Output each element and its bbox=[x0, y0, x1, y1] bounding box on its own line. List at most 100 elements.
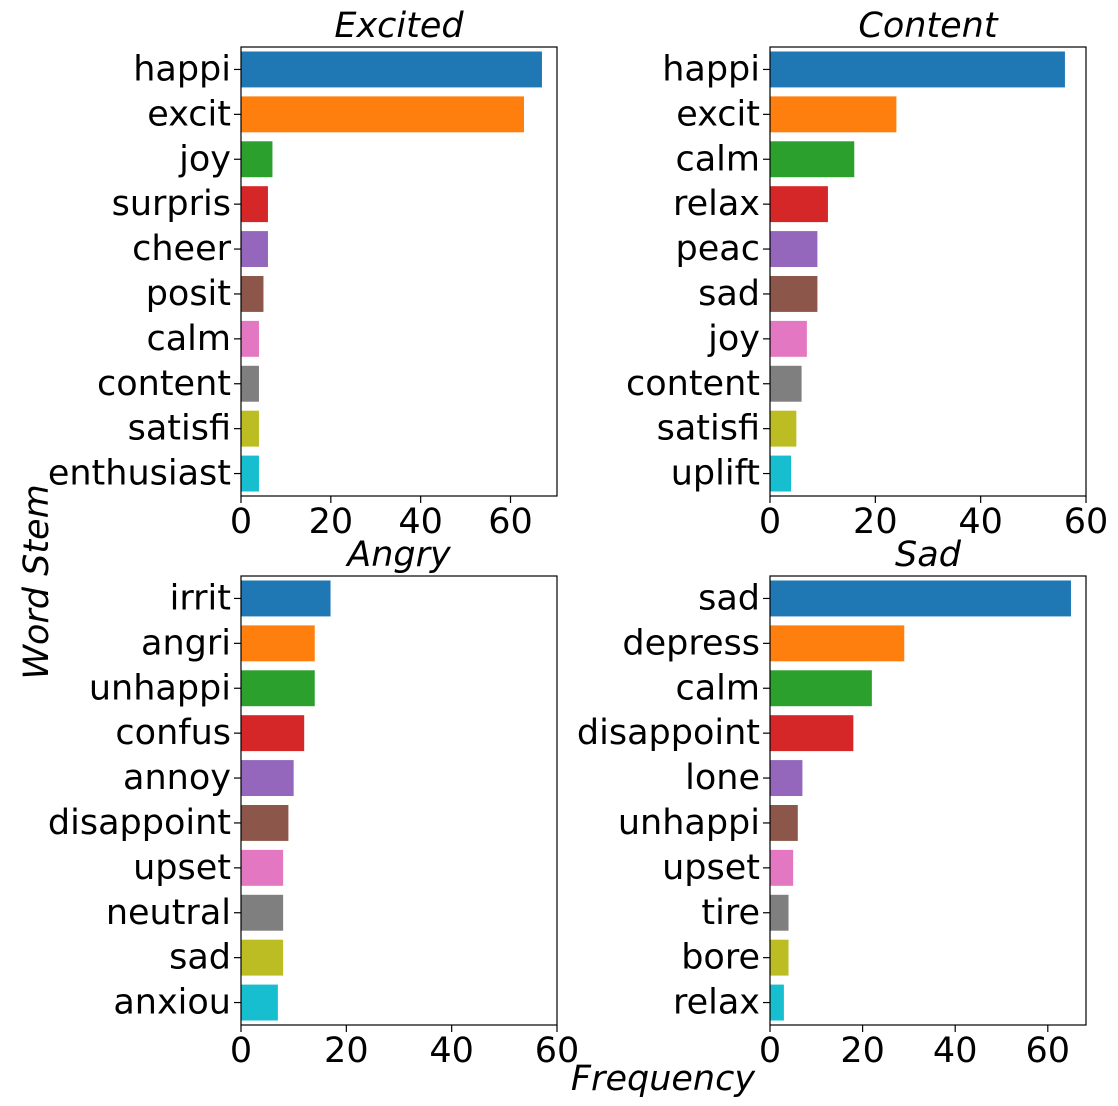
panel-title: Excited bbox=[334, 6, 464, 46]
y-tick-label: depress bbox=[622, 623, 760, 663]
axes-frame bbox=[769, 575, 1087, 1026]
y-tick-label: content bbox=[626, 364, 760, 404]
bar-joy bbox=[770, 320, 807, 357]
y-tick-label: excit bbox=[147, 94, 231, 134]
y-tick-label: annoy bbox=[123, 758, 231, 798]
bar-upset bbox=[241, 849, 284, 886]
y-tick-label: joy bbox=[178, 139, 231, 179]
panel-title: Content bbox=[858, 6, 998, 46]
x-tick-label: 40 bbox=[398, 502, 443, 542]
bar-surpris bbox=[241, 186, 268, 223]
bar-excit bbox=[241, 96, 524, 133]
x-tick-label: 20 bbox=[840, 1031, 885, 1071]
bar-sad bbox=[241, 939, 284, 976]
bar-anxiou bbox=[241, 984, 278, 1021]
y-tick-label: calm bbox=[675, 668, 760, 708]
bar-disappoint bbox=[241, 804, 289, 841]
y-tick-label: tire bbox=[701, 893, 760, 933]
panel-title: Sad bbox=[895, 535, 962, 575]
x-tick-label: 0 bbox=[759, 502, 781, 542]
bar-bore bbox=[770, 939, 789, 976]
bar-irrit bbox=[241, 580, 331, 617]
y-tick-label: cheer bbox=[132, 229, 231, 269]
bar-joy bbox=[241, 141, 273, 178]
x-tick-label: 0 bbox=[230, 1031, 252, 1071]
panel-title: Angry bbox=[345, 535, 452, 575]
x-tick-label: 40 bbox=[933, 1031, 978, 1071]
panel-sad: sad depress calm disappoint lone unhappi upset… bbox=[577, 535, 1087, 1071]
y-tick-label: surpris bbox=[112, 184, 231, 224]
bar-depress bbox=[770, 625, 905, 662]
bar-unhappi bbox=[770, 804, 798, 841]
y-tick-label: sad bbox=[698, 274, 760, 314]
bar-sad bbox=[770, 580, 1071, 617]
x-tick-label: 40 bbox=[958, 502, 1003, 542]
bar-annoy bbox=[241, 760, 294, 797]
bar-posit bbox=[241, 275, 264, 312]
y-tick-label: neutral bbox=[106, 893, 231, 933]
bar-calm bbox=[770, 141, 855, 178]
y-tick-label: excit bbox=[676, 94, 760, 134]
y-tick-label: uplift bbox=[671, 454, 760, 494]
axes-frame bbox=[769, 46, 1087, 497]
bar-calm bbox=[770, 670, 872, 707]
y-tick-label: upset bbox=[133, 848, 231, 888]
axes-frame bbox=[240, 46, 558, 497]
x-tick-label: 0 bbox=[759, 1031, 781, 1071]
bar-tire bbox=[770, 894, 789, 931]
bar-content bbox=[770, 365, 802, 402]
y-tick-label: confus bbox=[115, 713, 231, 753]
panel-content: happi excit calm relax peac sad joy content sati… bbox=[626, 6, 1108, 542]
y-tick-label: bore bbox=[681, 938, 760, 978]
bar-neutral bbox=[241, 894, 284, 931]
x-tick-label: 60 bbox=[488, 502, 533, 542]
x-tick-label: 60 bbox=[1026, 1031, 1071, 1071]
bar-lone bbox=[770, 760, 803, 797]
x-tick-label: 20 bbox=[309, 502, 354, 542]
axes-frame bbox=[240, 575, 558, 1026]
bar-relax bbox=[770, 186, 828, 223]
y-tick-label: satisfi bbox=[128, 409, 231, 449]
bar-cheer bbox=[241, 231, 268, 268]
y-tick-label: lone bbox=[685, 758, 760, 798]
y-tick-label: unhappi bbox=[89, 668, 231, 708]
x-tick-label: 60 bbox=[535, 1031, 580, 1071]
y-tick-label: disappoint bbox=[48, 803, 231, 843]
figure-x-axis-label: Frequency bbox=[571, 1059, 756, 1099]
bar-angri bbox=[241, 625, 315, 662]
bar-enthusiast bbox=[241, 455, 259, 492]
bar-upset bbox=[770, 849, 794, 886]
y-tick-label: enthusiast bbox=[48, 454, 231, 494]
y-tick-label: sad bbox=[698, 578, 760, 618]
y-tick-label: posit bbox=[146, 274, 231, 314]
y-tick-label: angri bbox=[141, 623, 231, 663]
y-tick-label: calm bbox=[675, 139, 760, 179]
bar-excit bbox=[770, 96, 897, 133]
y-tick-label: irrit bbox=[170, 578, 231, 618]
panel-angry: irrit angri unhappi confus annoy disappoint up… bbox=[48, 535, 579, 1071]
bar-confus bbox=[241, 715, 305, 752]
x-tick-label: 60 bbox=[1064, 502, 1109, 542]
y-tick-label: peac bbox=[676, 229, 760, 269]
y-tick-label: unhappi bbox=[618, 803, 760, 843]
bar-satisfi bbox=[241, 410, 259, 447]
y-tick-label: satisfi bbox=[657, 409, 760, 449]
bar-happi bbox=[770, 51, 1065, 88]
x-tick-label: 40 bbox=[429, 1031, 474, 1071]
x-tick-label: 20 bbox=[853, 502, 898, 542]
y-tick-label: sad bbox=[169, 938, 231, 978]
bar-relax bbox=[770, 984, 784, 1021]
bar-disappoint bbox=[770, 715, 854, 752]
bar-satisfi bbox=[770, 410, 797, 447]
bar-uplift bbox=[770, 455, 792, 492]
bar-content bbox=[241, 365, 259, 402]
y-tick-label: happi bbox=[662, 49, 760, 89]
panel-excited: happi excit joy surpris cheer posit calm conten… bbox=[48, 6, 558, 542]
bar-calm bbox=[241, 320, 259, 357]
bar-unhappi bbox=[241, 670, 315, 707]
y-tick-label: relax bbox=[673, 184, 760, 224]
x-tick-label: 0 bbox=[230, 502, 252, 542]
y-tick-label: happi bbox=[133, 49, 231, 89]
bar-peac bbox=[770, 231, 818, 268]
y-tick-label: calm bbox=[146, 319, 231, 359]
